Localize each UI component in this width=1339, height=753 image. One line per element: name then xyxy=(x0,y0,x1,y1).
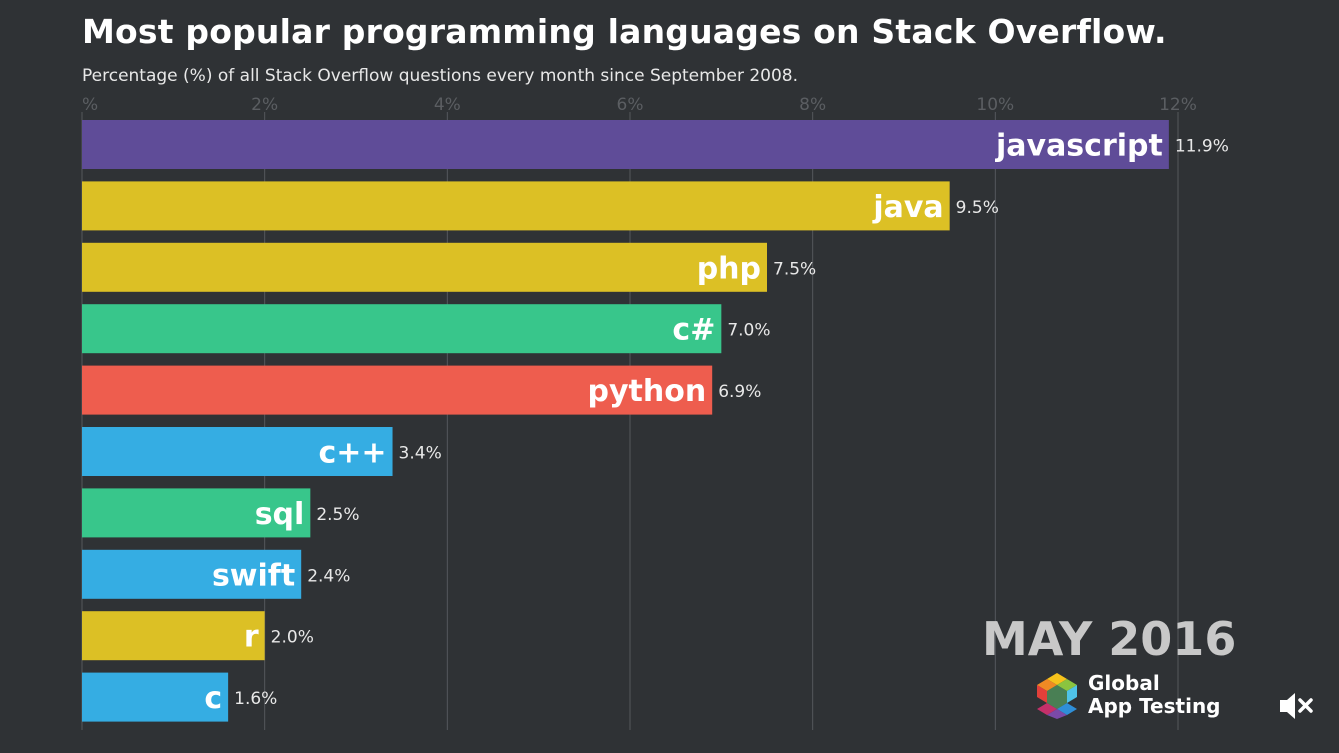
bar-value-label: 3.4% xyxy=(399,444,442,464)
bar-value-label: 1.6% xyxy=(234,689,277,709)
x-tick-label: % xyxy=(82,95,98,115)
bar-value-label: 2.4% xyxy=(307,566,350,586)
bar-c- xyxy=(82,304,722,354)
bar-r xyxy=(82,611,265,661)
bar-c xyxy=(82,672,229,722)
bar-category-label: c xyxy=(204,681,222,716)
bar-c- xyxy=(82,427,393,476)
global-app-testing-logo: Global App Testing xyxy=(1032,672,1222,722)
logo-text: Global App Testing xyxy=(1088,672,1221,718)
bar-category-label: php xyxy=(697,251,761,286)
bar-value-label: 11.9% xyxy=(1175,137,1229,157)
bar-value-label: 6.9% xyxy=(718,382,761,402)
chart-subtitle: Percentage (%) of all Stack Overflow que… xyxy=(82,66,799,86)
bar-value-label: 9.5% xyxy=(956,198,999,218)
x-tick-label: 10% xyxy=(976,95,1014,115)
bar-category-label: java xyxy=(872,190,943,225)
bar-value-label: 2.0% xyxy=(271,628,314,648)
bar-category-label: sql xyxy=(255,497,305,532)
bar-sql xyxy=(82,488,311,538)
bar-python xyxy=(82,365,713,415)
bar-swift xyxy=(82,549,302,599)
x-tick-label: 2% xyxy=(251,95,278,115)
x-tick-label: 6% xyxy=(617,95,644,115)
speaker-muted-icon xyxy=(1280,693,1313,719)
bar-value-label: 2.5% xyxy=(316,505,359,525)
bar-value-label: 7.0% xyxy=(727,321,770,341)
x-tick-label: 12% xyxy=(1159,95,1197,115)
x-tick-label: 4% xyxy=(434,95,461,115)
x-tick-label: 8% xyxy=(799,95,826,115)
bar-php xyxy=(82,242,767,292)
bar-category-label: c# xyxy=(672,313,715,348)
bar-value-label: 7.5% xyxy=(773,259,816,279)
mute-button[interactable] xyxy=(1276,688,1316,724)
bar-java xyxy=(82,181,950,231)
date-label: MAY 2016 xyxy=(982,612,1237,666)
bar-category-label: r xyxy=(244,620,259,655)
hexagon-logo-icon xyxy=(1037,673,1077,719)
logo-text-line2: App Testing xyxy=(1088,694,1221,718)
bar-category-label: javascript xyxy=(995,129,1163,164)
bar-category-label: c++ xyxy=(318,436,386,471)
logo-text-line1: Global xyxy=(1088,671,1160,695)
chart-title: Most popular programming languages on St… xyxy=(82,12,1167,51)
bar-category-label: swift xyxy=(212,558,295,593)
bar-javascript xyxy=(82,120,1169,169)
bar-category-label: python xyxy=(587,374,706,409)
